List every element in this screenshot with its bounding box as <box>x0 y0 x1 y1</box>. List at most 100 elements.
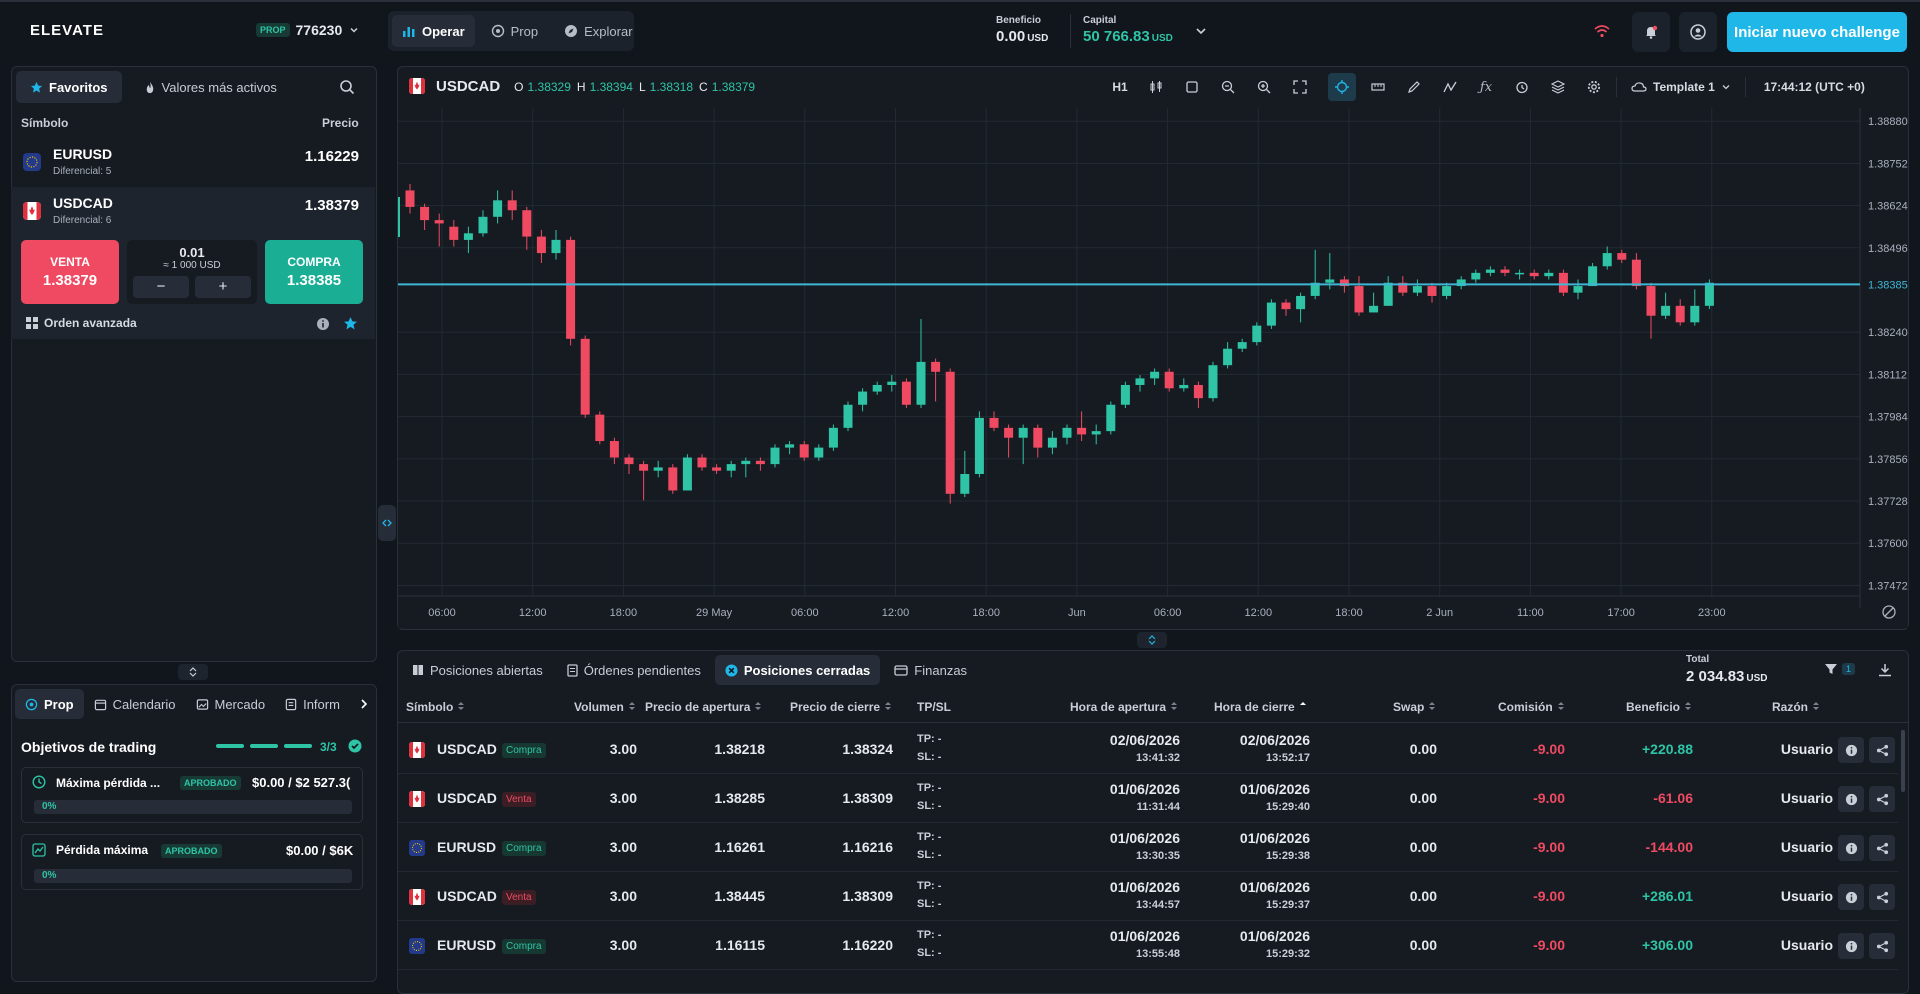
column-header[interactable]: Comisión <box>1498 698 1565 716</box>
row-info-button[interactable] <box>1838 786 1864 812</box>
pencil-icon[interactable] <box>1400 73 1428 101</box>
candlestick-chart[interactable]: 1.38880 1.38752 1.38624 1.38496 1.38240 1.381… <box>398 108 1908 628</box>
divider <box>1744 77 1746 97</box>
row-info-button[interactable] <box>1838 884 1864 910</box>
objective-pct: 0% <box>42 870 57 881</box>
tab-closed-positions[interactable]: Posiciones cerradas <box>714 655 881 685</box>
capital-summary: Capital 50 766.83 USD <box>1083 15 1173 45</box>
objective-card-daily-loss[interactable] <box>21 767 363 823</box>
row-info-button[interactable] <box>1838 835 1864 861</box>
col-price-header: Precio <box>322 116 359 130</box>
layers-icon[interactable] <box>1544 73 1572 101</box>
filter-button[interactable]: 1 <box>1824 662 1856 676</box>
start-challenge-button[interactable]: Iniciar nuevo challenge <box>1727 12 1907 52</box>
tab-most-active[interactable]: Valores más activos <box>130 71 291 103</box>
tab-open-positions[interactable]: Posiciones abiertas <box>402 655 553 685</box>
row-info-button[interactable] <box>1838 737 1864 763</box>
table-row[interactable] <box>398 922 1898 970</box>
settings-gear-icon[interactable] <box>1580 73 1608 101</box>
chart-symbol[interactable]: USDCAD <box>436 78 501 95</box>
buy-button[interactable]: COMPRA 1.38385 <box>265 240 363 304</box>
column-header[interactable]: Volumen <box>574 698 636 716</box>
crosshair-icon[interactable] <box>1328 73 1356 101</box>
zoom-out-icon[interactable] <box>1214 73 1242 101</box>
objective-card-max-loss[interactable] <box>21 834 363 890</box>
table-scrollbar[interactable] <box>1901 730 1905 792</box>
candle-type-icon[interactable] <box>1142 73 1170 101</box>
lot-plus-button[interactable]: + <box>195 276 251 298</box>
download-icon[interactable] <box>1878 663 1892 680</box>
candle-body <box>697 457 707 468</box>
template-selector[interactable]: Template 1 <box>1625 80 1737 94</box>
chart-toolbar: H1 ƒx Template 1 17:44:12 (UTC +0) <box>1106 72 1865 102</box>
function-icon[interactable]: ƒx <box>1479 79 1493 95</box>
column-header[interactable]: Swap <box>1393 698 1436 716</box>
lot-minus-button[interactable]: − <box>133 276 189 298</box>
column-header[interactable]: Beneficio <box>1626 698 1692 716</box>
tab-informes[interactable]: Inform <box>275 689 350 719</box>
panel-resize-handle[interactable] <box>1137 632 1167 648</box>
chart-bars-icon <box>402 24 416 38</box>
candle-body <box>1675 305 1685 323</box>
profile-button[interactable] <box>1679 12 1717 52</box>
crop-icon[interactable] <box>1178 73 1206 101</box>
column-header[interactable]: Símbolo <box>406 698 465 716</box>
table-row[interactable] <box>398 726 1898 774</box>
column-header[interactable]: TP/SL <box>917 698 951 716</box>
tab-finanzas[interactable]: Finanzas <box>884 655 977 685</box>
notifications-button[interactable] <box>1632 12 1670 52</box>
table-row[interactable] <box>398 873 1898 921</box>
tab-favoritos[interactable]: Favoritos <box>16 71 122 103</box>
column-header[interactable]: Hora de cierre <box>1214 698 1307 716</box>
symbol-spread: Diferencial: 6 <box>53 215 112 226</box>
advanced-order-link[interactable]: Orden avanzada <box>26 316 137 330</box>
row-info-button[interactable] <box>1838 933 1864 959</box>
objectives-progress-segments <box>216 744 312 748</box>
tab-pending-orders[interactable]: Órdenes pendientes <box>557 655 711 685</box>
watchlist-row-usdcad[interactable]: USDCAD Diferencial: 6 1.38379 <box>11 187 375 237</box>
row-share-button[interactable] <box>1869 786 1895 812</box>
nav-prop[interactable]: Prop <box>481 15 548 47</box>
tab-prop[interactable]: Prop <box>15 689 84 719</box>
share-icon <box>1876 842 1888 854</box>
row-share-button[interactable] <box>1869 737 1895 763</box>
summary-expand-chevron-icon[interactable] <box>1194 24 1208 41</box>
indicators-icon[interactable] <box>1436 73 1464 101</box>
fullscreen-icon[interactable] <box>1286 73 1314 101</box>
nav-operar[interactable]: Operar <box>392 15 475 47</box>
brand-logo[interactable]: ELEVATE <box>30 22 104 39</box>
favorite-star-icon[interactable] <box>343 316 358 334</box>
alarm-icon[interactable] <box>1508 73 1536 101</box>
column-header[interactable]: Razón <box>1772 698 1820 716</box>
tabs-scroll-right-icon[interactable] <box>356 695 372 713</box>
account-selector[interactable]: PROP 776230 <box>256 22 360 38</box>
candle-body <box>1544 272 1554 277</box>
panel-resize-handle[interactable] <box>178 664 208 680</box>
profit-label: Beneficio <box>996 15 1042 26</box>
column-header[interactable]: Precio de apertura <box>645 698 762 716</box>
zoom-in-icon[interactable] <box>1250 73 1278 101</box>
column-header[interactable]: Hora de apertura <box>1070 698 1178 716</box>
sidebar-collapse-handle[interactable] <box>378 505 396 541</box>
info-icon[interactable] <box>316 317 330 334</box>
ruler-icon[interactable] <box>1364 73 1392 101</box>
table-row[interactable] <box>398 775 1898 823</box>
sell-button[interactable]: VENTA 1.38379 <box>21 240 119 304</box>
table-row[interactable] <box>398 824 1898 872</box>
prop-panel-tabs: Prop Calendario Mercado Inform <box>15 688 373 720</box>
tab-mercado[interactable]: Mercado <box>186 689 276 719</box>
tab-favoritos-label: Favoritos <box>49 79 108 95</box>
column-header[interactable]: Precio de cierre <box>790 698 892 716</box>
nav-explorar[interactable]: Explorar <box>554 15 642 47</box>
candle-body <box>1237 342 1247 349</box>
lot-value[interactable]: 0.01 <box>179 245 205 260</box>
tab-calendario[interactable]: Calendario <box>84 689 186 719</box>
candle-body <box>1471 272 1481 280</box>
row-tp: TP: - <box>917 782 942 794</box>
row-share-button[interactable] <box>1869 933 1895 959</box>
row-share-button[interactable] <box>1869 835 1895 861</box>
watchlist-row-eurusd[interactable]: EURUSD Diferencial: 5 1.16229 <box>11 138 375 188</box>
search-icon[interactable] <box>339 79 355 98</box>
timeframe-button[interactable]: H1 <box>1112 80 1128 94</box>
row-share-button[interactable] <box>1869 884 1895 910</box>
